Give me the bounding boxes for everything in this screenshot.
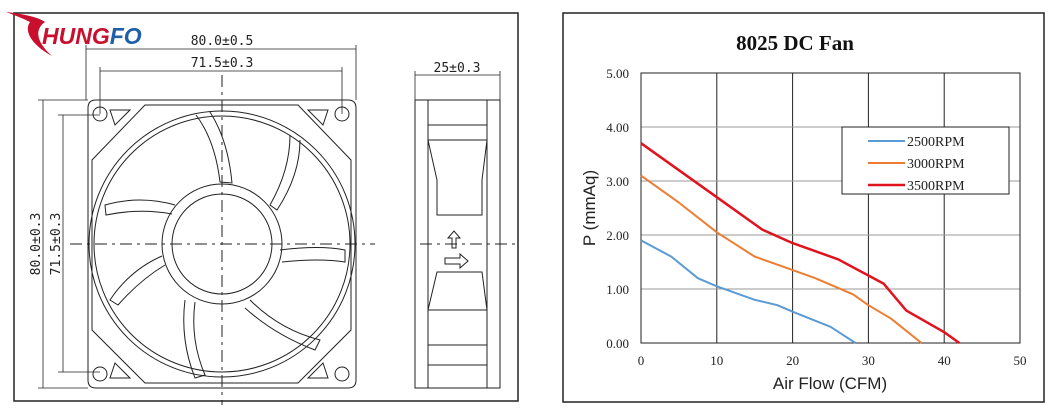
y-tick-label: 0.00 [606, 336, 629, 351]
series-line-3500RPM [640, 142, 961, 345]
y-axis-label: P (mmAq) [580, 170, 599, 246]
x-axis-label: Air Flow (CFM) [773, 374, 887, 393]
legend-label: 3500RPM [907, 179, 965, 194]
dim-height-outer: 80.0±0.3 [29, 213, 44, 276]
chart-ticks: 0 10 20 30 40 50 0.00 1.00 2.00 3.00 4.00 5.00 [606, 66, 1026, 368]
x-tick-label: 40 [938, 353, 951, 368]
dim-width-outer: 80.0±0.5 [191, 34, 254, 49]
x-tick-label: 50 [1014, 353, 1027, 368]
drawing-frame [13, 12, 519, 402]
y-tick-label: 2.00 [606, 228, 629, 243]
series-line-3000RPM [640, 174, 923, 344]
x-tick-label: 10 [710, 353, 723, 368]
legend-label: 2500RPM [907, 135, 965, 150]
chart-series [640, 142, 961, 345]
legend-box [841, 126, 1010, 195]
dim-width-holes: 71.5±0.3 [191, 56, 254, 71]
fan-side-view [414, 99, 501, 389]
dim-height-holes: 71.5±0.3 [49, 213, 64, 276]
dimension-lines [38, 45, 501, 389]
logo-swoosh-icon [6, 12, 52, 56]
x-tick-label: 20 [786, 353, 799, 368]
chart-title: 8025 DC Fan [736, 31, 854, 55]
y-tick-label: 3.00 [606, 174, 629, 189]
plot-area [640, 72, 1021, 344]
x-tick-label: 30 [862, 353, 875, 368]
logo-text-blue: FO [110, 23, 142, 49]
y-tick-label: 4.00 [606, 120, 629, 135]
dim-depth: 25±0.3 [434, 61, 481, 76]
legend-label: 3000RPM [907, 157, 965, 172]
chart-frame [562, 12, 1045, 403]
logo-text-red: HUNG [42, 23, 110, 49]
chart-grid [640, 72, 1021, 344]
center-lines [70, 75, 518, 405]
chart-legend: 2500RPM 3000RPM 3500RPM [841, 126, 1010, 195]
svg-text:HUNGFO: HUNGFO [42, 23, 142, 49]
y-tick-label: 1.00 [606, 282, 629, 297]
fan-dimension-drawing: HUNGFO 80.0±0.5 [6, 12, 519, 405]
hungfo-logo: HUNGFO [6, 12, 142, 56]
x-tick-label: 0 [638, 353, 645, 368]
series-line-2500RPM [640, 239, 857, 344]
y-tick-label: 5.00 [606, 66, 629, 81]
